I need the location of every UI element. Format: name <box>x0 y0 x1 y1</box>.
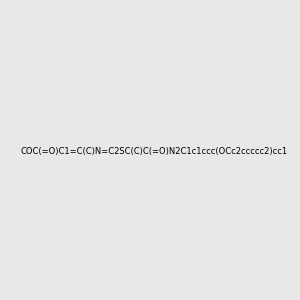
Text: COC(=O)C1=C(C)N=C2SC(C)C(=O)N2C1c1ccc(OCc2ccccc2)cc1: COC(=O)C1=C(C)N=C2SC(C)C(=O)N2C1c1ccc(OC… <box>20 147 287 156</box>
